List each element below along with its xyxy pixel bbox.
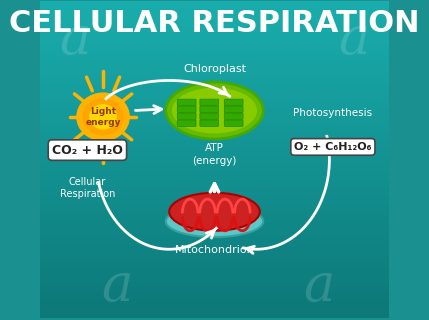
- Text: a: a: [303, 260, 335, 312]
- FancyBboxPatch shape: [177, 120, 196, 126]
- Text: ATP
(energy): ATP (energy): [192, 143, 237, 166]
- FancyBboxPatch shape: [224, 120, 243, 126]
- FancyBboxPatch shape: [200, 113, 219, 119]
- Text: Cellular
Respiration: Cellular Respiration: [60, 177, 115, 199]
- FancyBboxPatch shape: [200, 99, 219, 106]
- FancyBboxPatch shape: [177, 106, 196, 112]
- Text: O₂ + C₆H₁₂O₆: O₂ + C₆H₁₂O₆: [294, 142, 372, 152]
- Circle shape: [77, 93, 129, 140]
- FancyBboxPatch shape: [224, 113, 243, 119]
- Text: Photosynthesis: Photosynthesis: [293, 108, 372, 118]
- Circle shape: [90, 105, 116, 129]
- FancyBboxPatch shape: [177, 99, 196, 106]
- Ellipse shape: [169, 193, 260, 231]
- FancyBboxPatch shape: [200, 120, 219, 126]
- FancyBboxPatch shape: [224, 106, 243, 112]
- Text: a: a: [101, 260, 133, 312]
- Circle shape: [83, 99, 123, 135]
- Text: CO₂ + H₂O: CO₂ + H₂O: [52, 144, 123, 156]
- Text: Mitochondrion: Mitochondrion: [175, 245, 254, 255]
- Text: CELLULAR RESPIRATION: CELLULAR RESPIRATION: [9, 9, 420, 38]
- Text: a: a: [338, 14, 369, 65]
- Ellipse shape: [166, 205, 263, 237]
- Text: Light
energy: Light energy: [85, 107, 121, 127]
- FancyBboxPatch shape: [200, 106, 219, 112]
- Text: a: a: [60, 14, 91, 65]
- FancyBboxPatch shape: [177, 113, 196, 119]
- Text: Chloroplast: Chloroplast: [183, 64, 246, 74]
- FancyBboxPatch shape: [224, 99, 243, 106]
- Ellipse shape: [173, 88, 256, 133]
- Ellipse shape: [166, 82, 263, 139]
